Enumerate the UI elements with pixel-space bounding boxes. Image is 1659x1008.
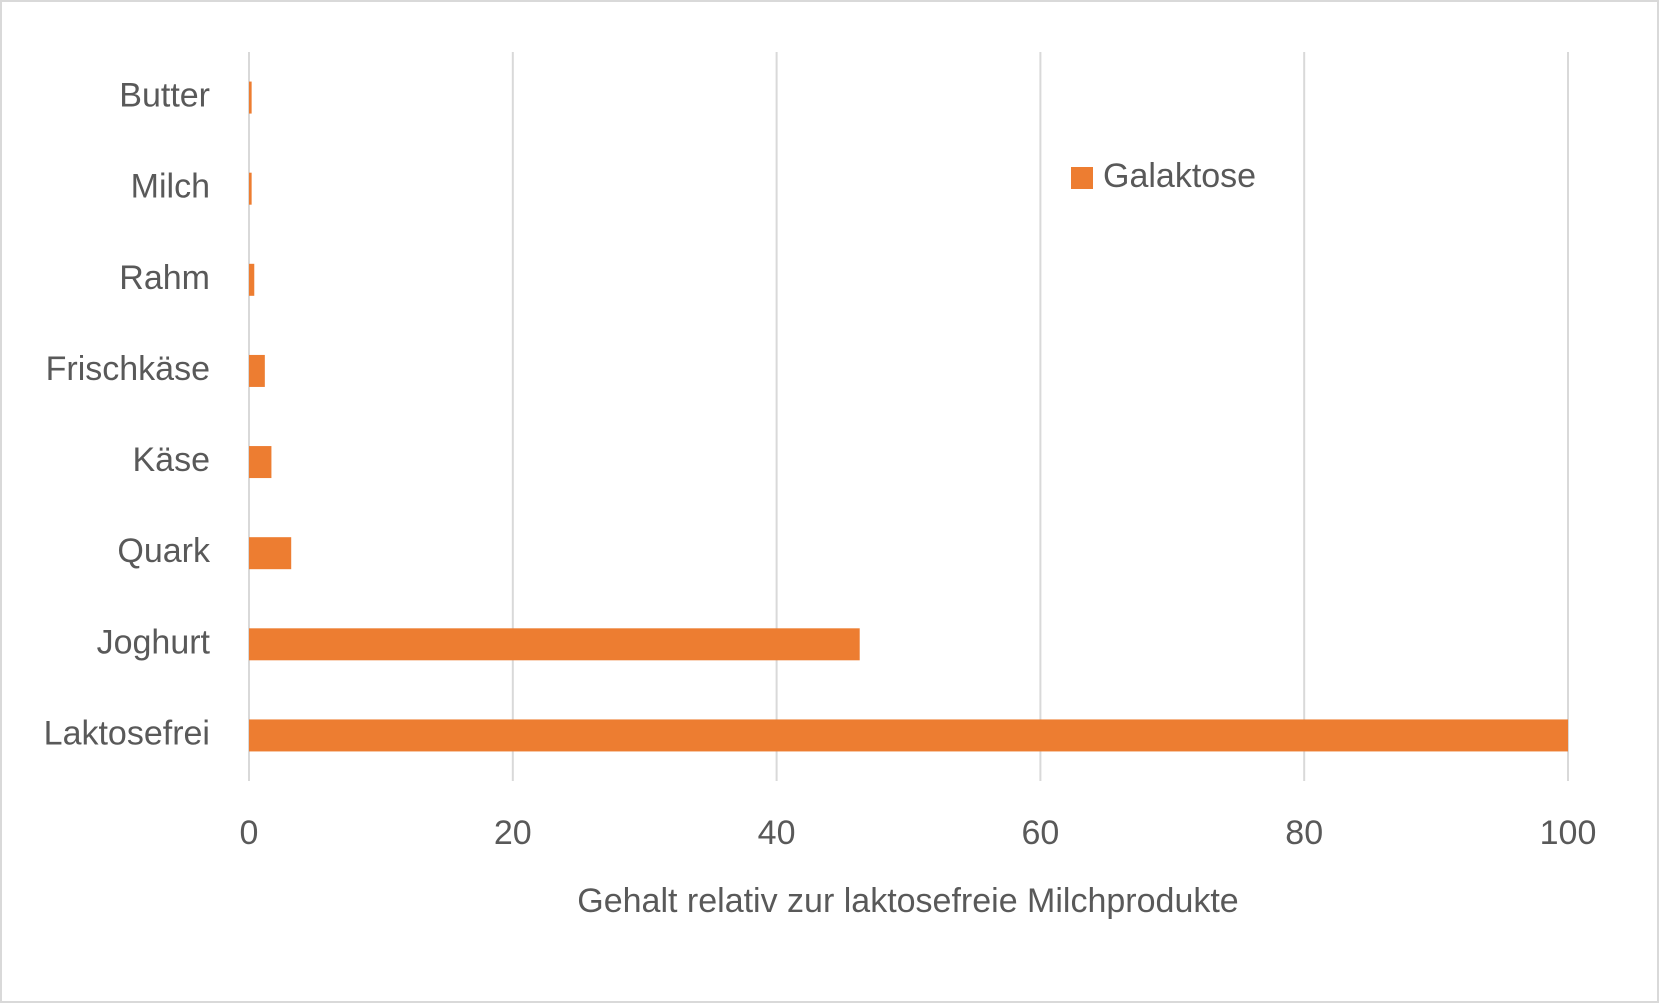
legend-swatch — [1071, 167, 1093, 189]
bar — [249, 446, 272, 479]
bar — [249, 719, 1568, 752]
y-tick-label: Butter — [119, 77, 210, 115]
y-tick-label: Rahm — [119, 259, 210, 297]
bar — [249, 81, 252, 114]
x-tick-label: 20 — [494, 814, 532, 852]
x-tick-label: 80 — [1285, 814, 1323, 852]
x-tick-label: 100 — [1540, 814, 1597, 852]
x-tick-label: 40 — [758, 814, 796, 852]
x-tick-label: 60 — [1021, 814, 1059, 852]
bar — [249, 172, 252, 205]
y-tick-label: Joghurt — [97, 623, 211, 661]
legend-label: Galaktose — [1103, 157, 1256, 195]
bar — [249, 354, 265, 387]
bar — [249, 537, 292, 570]
y-tick-label: Quark — [117, 532, 211, 570]
y-tick-label: Milch — [131, 168, 210, 206]
x-tick-label: 0 — [240, 814, 259, 852]
y-tick-label: Käse — [133, 441, 211, 479]
y-tick-label: Laktosefrei — [44, 714, 210, 752]
bar — [249, 628, 860, 661]
bar — [249, 263, 255, 296]
x-axis-label: Gehalt relativ zur laktosefreie Milchpro… — [577, 882, 1238, 920]
y-tick-label: Frischkäse — [46, 350, 210, 388]
